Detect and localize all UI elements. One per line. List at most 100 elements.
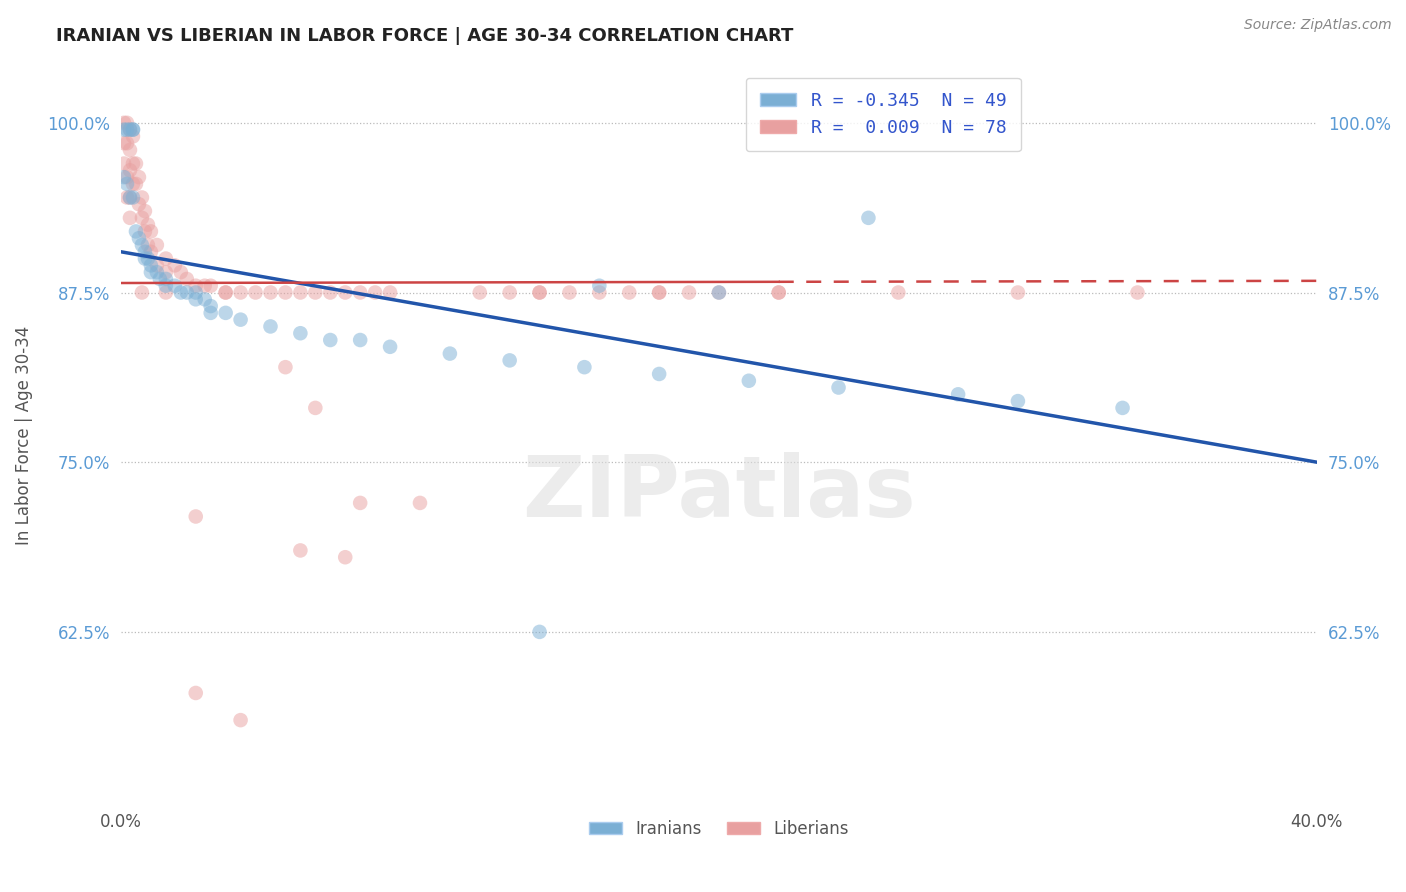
Point (200, 299, 222, 313)
Point (118, 211, 141, 225)
Point (136, 252, 159, 266)
Point (122, 122, 145, 136)
Point (125, 224, 148, 238)
Point (768, 285, 790, 300)
Point (588, 285, 610, 300)
Point (184, 285, 207, 300)
Text: IRANIAN VS LIBERIAN IN LABOR FORCE | AGE 30-34 CORRELATION CHART: IRANIAN VS LIBERIAN IN LABOR FORCE | AGE… (56, 27, 793, 45)
Point (1126, 285, 1149, 300)
Point (648, 285, 671, 300)
Point (134, 252, 156, 266)
Point (139, 224, 162, 238)
Point (176, 285, 198, 300)
Point (229, 285, 252, 300)
Point (118, 163, 141, 178)
Point (1111, 401, 1133, 415)
Point (349, 333, 371, 347)
Point (131, 211, 153, 225)
Point (136, 238, 159, 252)
Point (468, 285, 491, 300)
Point (112, 116, 135, 130)
Point (529, 285, 551, 300)
Point (229, 312, 252, 326)
Point (319, 285, 342, 300)
Point (738, 374, 761, 388)
Point (529, 285, 551, 300)
Point (290, 543, 312, 558)
Point (115, 177, 138, 191)
Point (125, 177, 148, 191)
Point (378, 340, 401, 354)
Point (304, 285, 326, 300)
Point (122, 177, 145, 191)
Point (619, 285, 641, 300)
Point (146, 258, 169, 272)
Point (946, 387, 969, 401)
Point (214, 285, 236, 300)
Point (214, 306, 236, 320)
Point (259, 285, 281, 300)
Text: ZIPatlas: ZIPatlas (522, 452, 915, 535)
Point (558, 285, 581, 300)
Point (439, 346, 461, 360)
Point (115, 122, 138, 136)
Point (184, 509, 207, 524)
Point (648, 367, 671, 381)
Point (134, 204, 156, 219)
Point (194, 293, 217, 307)
Point (259, 319, 281, 334)
Point (131, 190, 153, 204)
Point (574, 360, 596, 375)
Point (139, 258, 162, 272)
Point (184, 293, 207, 307)
Point (118, 122, 141, 136)
Point (1007, 394, 1029, 409)
Point (115, 190, 138, 204)
Point (409, 496, 432, 510)
Point (112, 122, 135, 136)
Point (170, 285, 193, 300)
Point (122, 129, 145, 144)
Point (136, 218, 159, 232)
Point (349, 496, 371, 510)
Point (118, 190, 141, 204)
Point (155, 285, 177, 300)
Point (125, 156, 148, 170)
Point (184, 278, 207, 293)
Point (290, 326, 312, 341)
Point (112, 156, 135, 170)
Point (887, 285, 910, 300)
Text: Source: ZipAtlas.com: Source: ZipAtlas.com (1244, 18, 1392, 32)
Point (827, 380, 849, 394)
Point (146, 265, 169, 279)
Point (588, 278, 610, 293)
Point (115, 116, 138, 130)
Point (768, 285, 790, 300)
Point (498, 353, 520, 368)
Point (335, 285, 357, 300)
Point (184, 686, 207, 700)
Y-axis label: In Labor Force | Age 30-34: In Labor Force | Age 30-34 (15, 326, 32, 545)
Point (128, 197, 150, 211)
Point (176, 272, 198, 286)
Point (118, 190, 141, 204)
Point (290, 285, 312, 300)
Point (319, 333, 342, 347)
Point (146, 238, 169, 252)
Point (364, 285, 387, 300)
Point (118, 122, 141, 136)
Point (229, 713, 252, 727)
Point (115, 170, 138, 185)
Point (139, 265, 162, 279)
Point (112, 170, 135, 185)
Point (122, 156, 145, 170)
Point (349, 285, 371, 300)
Point (131, 285, 153, 300)
Point (163, 278, 186, 293)
Point (707, 285, 730, 300)
Point (200, 278, 222, 293)
Point (131, 238, 153, 252)
Point (274, 360, 297, 375)
Point (214, 285, 236, 300)
Point (1007, 285, 1029, 300)
